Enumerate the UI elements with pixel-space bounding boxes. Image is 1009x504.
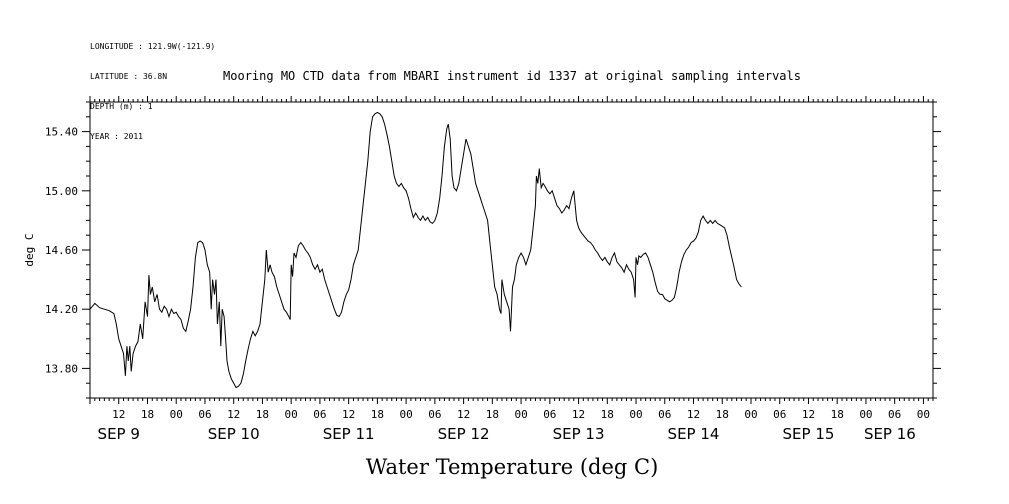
x-tick-label: 06 [198,408,211,421]
y-tick-label: 14.60 [45,244,78,257]
x-tick-label: 00 [629,408,642,421]
x-tick-label: 06 [658,408,671,421]
x-tick-label: 00 [744,408,757,421]
y-tick-labels: 13.80 14.20 14.60 15.00 15.40 [45,126,78,376]
y-tick-label: 15.40 [45,126,78,139]
x-tick-label: 00 [170,408,183,421]
x-tick-label: 18 [831,408,844,421]
plot-frame [89,101,934,399]
x-day-label: SEP 14 [668,425,720,443]
x-day-label: SEP 16 [864,425,916,443]
metadata-block: LONGITUDE : 121.9W(-121.9) LATITUDE : 36… [90,22,215,152]
x-tick-label: 12 [342,408,355,421]
x-tick-label: 00 [400,408,413,421]
y-tick-label: 15.00 [45,185,78,198]
x-day-label: SEP 11 [323,425,375,443]
x-day-labels: SEP 9 SEP 10 SEP 11 SEP 12 SEP 13 SEP 14 SEP 1… [98,425,916,443]
x-tick-label: 00 [285,408,298,421]
temperature-series-line [89,111,742,389]
x-tick-label: 18 [601,408,614,421]
x-tick-label: 12 [687,408,700,421]
depth-label: DEPTH (m) : 1 [90,102,153,111]
x-tick-label: 18 [486,408,499,421]
x-tick-label: 12 [802,408,815,421]
x-tick-label: 06 [773,408,786,421]
y-axis-label: deg C [23,233,36,266]
x-tick-label: 18 [371,408,384,421]
x-tick-label: 00 [859,408,872,421]
x-tick-label: 12 [112,408,125,421]
axis-ticks [82,96,941,404]
x-tick-label: 06 [428,408,441,421]
x-tick-label: 18 [716,408,729,421]
y-tick-label: 14.20 [45,303,78,316]
x-tick-label: 12 [227,408,240,421]
x-tick-label: 18 [256,408,269,421]
y-tick-label: 13.80 [45,362,78,375]
x-tick-label: 00 [514,408,527,421]
x-day-label: SEP 10 [208,425,260,443]
x-tick-label: 06 [888,408,901,421]
latitude-label: LATITUDE : 36.8N [90,72,168,81]
x-tick-label: 06 [543,408,556,421]
x-day-label: SEP 12 [438,425,490,443]
x-tick-label: 18 [141,408,154,421]
x-day-label: SEP 15 [783,425,835,443]
x-day-label: SEP 9 [98,425,140,443]
longitude-label: LONGITUDE : 121.9W(-121.9) [90,42,216,51]
x-tick-label: 06 [313,408,326,421]
x-day-label: SEP 13 [553,425,605,443]
chart-title: Mooring MO CTD data from MBARI instrumen… [223,69,801,83]
x-tick-labels: 12 18 00 06 12 18 00 06 12 18 00 06 12 18 00 06 12 18 00 06… [112,408,930,421]
x-axis-title: Water Temperature (deg C) [366,455,659,479]
x-tick-label: 12 [457,408,470,421]
x-tick-label: 00 [917,408,930,421]
year-label: YEAR : 2011 [90,132,143,141]
x-tick-label: 12 [572,408,585,421]
